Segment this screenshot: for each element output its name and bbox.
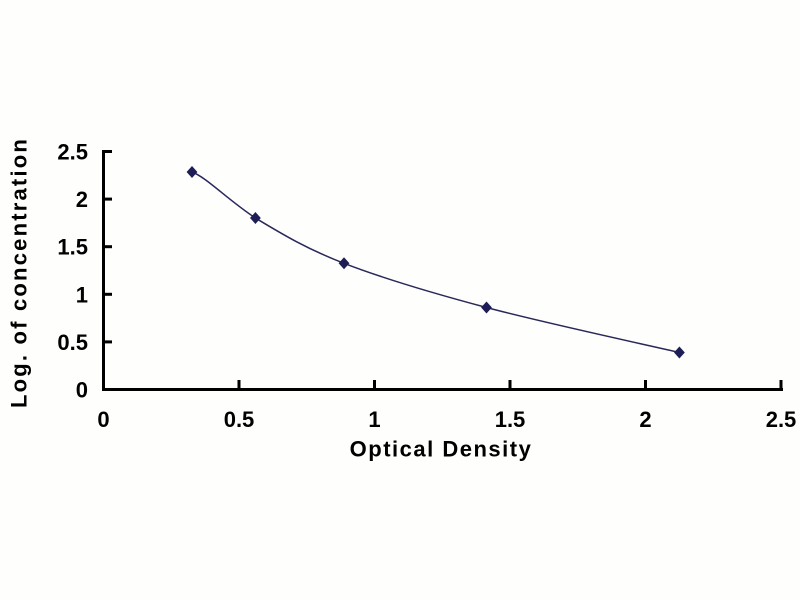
svg-text:Log. of concentration: Log. of concentration (7, 137, 32, 408)
svg-text:0: 0 (97, 407, 109, 432)
svg-text:2: 2 (639, 407, 651, 432)
svg-text:1.5: 1.5 (57, 235, 88, 260)
svg-text:0.5: 0.5 (224, 407, 255, 432)
svg-text:0: 0 (76, 378, 88, 403)
svg-text:Optical Density: Optical Density (350, 437, 533, 462)
svg-text:2.5: 2.5 (57, 140, 88, 165)
svg-text:1: 1 (76, 282, 88, 307)
svg-text:1.5: 1.5 (495, 407, 526, 432)
svg-text:0.5: 0.5 (57, 330, 88, 355)
svg-text:2: 2 (76, 187, 88, 212)
svg-text:1: 1 (368, 407, 380, 432)
svg-text:2.5: 2.5 (766, 407, 797, 432)
